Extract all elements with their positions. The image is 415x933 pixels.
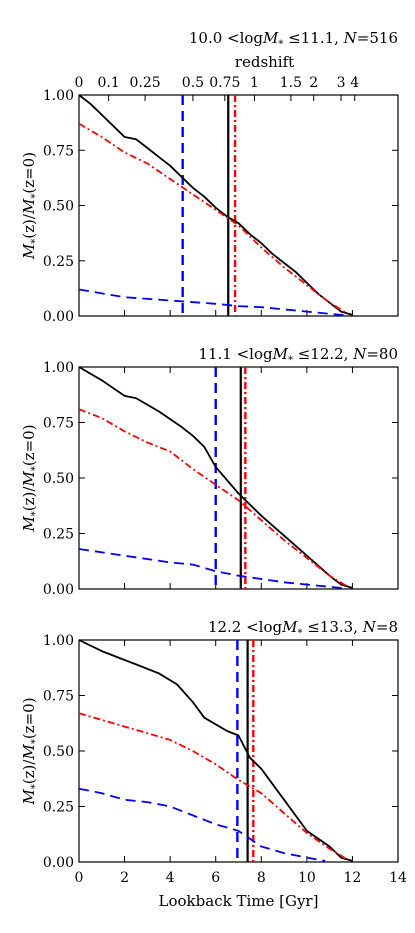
y-tick-label: 0.00	[43, 309, 74, 325]
x-tick-label: 4	[166, 870, 175, 886]
x-tick-label: 2	[120, 870, 129, 886]
x-tick-label: 14	[389, 870, 407, 886]
y-tick-label: 0.75	[43, 143, 74, 159]
y-tick-label: 0.50	[43, 471, 74, 487]
y-axis-label: M*(z)/M*(z=0)	[20, 424, 41, 532]
series-line-solid	[78, 639, 353, 862]
redshift-tick-label: 0.1	[97, 75, 119, 91]
y-tick-label: 0.00	[43, 855, 74, 871]
redshift-tick-label: 0.5	[182, 75, 204, 91]
redshift-tick-label: 1	[250, 75, 259, 91]
redshift-tick-label: 0.25	[129, 75, 160, 91]
x-tick-label: 12	[344, 870, 362, 886]
redshift-tick-label: 4	[350, 75, 359, 91]
panel-title: 10.0 <logM* ≤11.1, N=516	[189, 29, 398, 50]
redshift-axis-label: redshift	[235, 53, 294, 71]
x-tick-label: 8	[257, 870, 266, 886]
redshift-tick-label: 1.5	[280, 75, 302, 91]
panel-title: 11.1 <logM* ≤12.2, N=80	[198, 345, 398, 366]
series-line-dashdot	[78, 408, 349, 588]
plot-frame	[78, 94, 399, 317]
y-tick-label: 1.00	[43, 88, 74, 104]
redshift-tick-label: 0.75	[209, 75, 240, 91]
series-line-dashdot	[78, 122, 349, 315]
y-axis-label: M*(z)/M*(z=0)	[20, 697, 41, 805]
y-tick-label: 0.00	[43, 582, 74, 598]
series-line-dashed	[78, 548, 348, 590]
y-tick-label: 0.50	[43, 744, 74, 760]
y-axis-label: M*(z)/M*(z=0)	[20, 152, 41, 260]
y-tick-label: 0.75	[43, 416, 74, 432]
y-tick-label: 1.00	[43, 360, 74, 376]
x-tick-label: 6	[211, 870, 220, 886]
series-line-solid	[78, 94, 353, 316]
chart-panel-2: 0.00 0.25 0.50 0.75 1.00 11.1 <logM* ≤12.2, N…	[20, 345, 399, 598]
x-tick-label: 10	[298, 870, 316, 886]
y-tick-label: 0.50	[43, 199, 74, 215]
y-tick-label: 0.25	[43, 254, 74, 270]
redshift-tick-label: 2	[309, 75, 318, 91]
chart-panel-3: 0.00 0.25 0.50 0.75 1.00 0 2 4 6 8 10 12 14 12.2 <log…	[20, 618, 407, 910]
series-line-dashdot	[78, 712, 349, 861]
redshift-tick-label: 3	[337, 75, 346, 91]
panel-title: 12.2 <logM* ≤13.3, N=8	[208, 618, 398, 639]
y-tick-label: 0.75	[43, 689, 74, 705]
series-line-dashed	[78, 288, 348, 317]
redshift-tick-label: 0	[75, 75, 84, 91]
y-tick-label: 1.00	[43, 633, 74, 649]
x-axis-label: Lookback Time [Gyr]	[159, 892, 319, 910]
x-tick-label: 0	[75, 870, 84, 886]
series-line-dashed	[78, 787, 326, 862]
chart-panel-1: 0.00 0.25 0.50 0.75 1.000 0.1 0.25 0.5 0.75 1 1.5 2…	[20, 29, 399, 325]
y-tick-label: 0.25	[43, 800, 74, 816]
y-tick-label: 0.25	[43, 527, 74, 543]
